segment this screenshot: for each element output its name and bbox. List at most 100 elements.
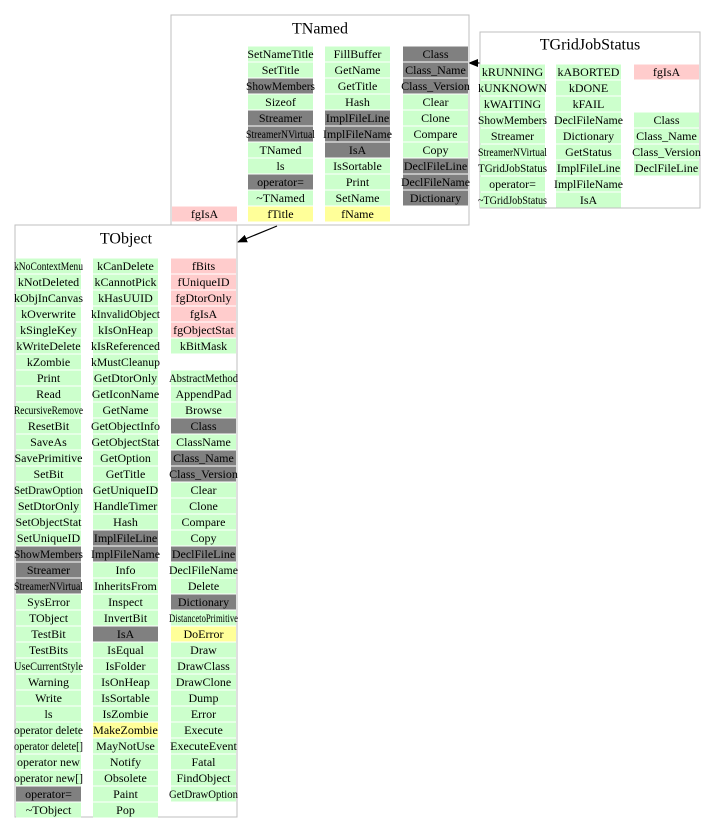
member-label: IsSortable [101, 691, 150, 705]
member-label: Class_Name [173, 451, 234, 465]
member-cell [93, 466, 158, 482]
member-label: SetNameTitle [247, 47, 313, 61]
member-cell [403, 142, 468, 158]
member-label: ShowMembers [478, 113, 547, 127]
class-title: TGridJobStatus [540, 37, 640, 54]
member-cell [93, 370, 158, 386]
class-title: TNamed [292, 21, 348, 38]
member-label: fBits [192, 259, 216, 273]
member-label: Read [36, 387, 61, 401]
member-cell [248, 126, 313, 142]
member-cell [16, 690, 81, 706]
member-label: GetTitle [338, 79, 378, 93]
member-label: Dump [189, 691, 219, 705]
member-label: StreamerNVirtual [246, 127, 316, 141]
member-cell [171, 498, 236, 514]
member-label: Clear [423, 95, 449, 109]
member-label: IsEqual [107, 643, 144, 657]
member-cell [325, 126, 390, 142]
member-cell [171, 674, 236, 690]
member-label: kZombie [27, 355, 70, 369]
member-cell [171, 402, 236, 418]
member-cell [93, 450, 158, 466]
member-cell [16, 770, 81, 786]
member-cell [16, 562, 81, 578]
member-cell [93, 690, 158, 706]
member-label: ImplFileLine [557, 161, 620, 175]
member-label: Sizeof [265, 95, 296, 109]
member-cell [93, 386, 158, 402]
member-label: Class [653, 113, 679, 127]
member-label: IsA [580, 193, 598, 207]
member-cell [16, 546, 81, 562]
member-cell [556, 160, 621, 176]
member-cell [16, 354, 81, 370]
member-label: TGridJobStatus [478, 161, 547, 175]
member-cell [16, 578, 81, 594]
member-cell [556, 80, 621, 96]
member-label: GetName [335, 63, 381, 77]
member-label: DeclFileName [401, 175, 470, 189]
member-label: SetDrawOption [14, 483, 83, 497]
member-label: kMustCleanup [91, 355, 160, 369]
member-cell [403, 78, 468, 94]
member-cell [171, 530, 236, 546]
member-cell [171, 306, 236, 322]
member-label: DrawClass [177, 659, 230, 673]
member-label: TestBits [29, 643, 68, 657]
member-label: Clear [191, 483, 217, 497]
member-label: Hash [113, 515, 138, 529]
member-cell [93, 562, 158, 578]
member-cell [93, 754, 158, 770]
member-cell [248, 206, 313, 222]
member-label: GetDrawOption [169, 787, 238, 801]
member-label: DrawClone [176, 675, 231, 689]
member-cell [248, 78, 313, 94]
member-label: kDONE [569, 81, 608, 95]
member-cell [325, 78, 390, 94]
member-cell [403, 190, 468, 206]
member-label: fTitle [267, 207, 293, 221]
member-cell [248, 174, 313, 190]
member-cell [93, 322, 158, 338]
member-cell [403, 62, 468, 78]
member-cell [93, 770, 158, 786]
member-label: SaveAs [30, 435, 67, 449]
member-cell [171, 338, 236, 354]
member-label: Compare [414, 127, 458, 141]
member-cell [93, 418, 158, 434]
member-cell [93, 530, 158, 546]
member-label: MayNotUse [96, 739, 155, 753]
member-label: Dictionary [178, 595, 229, 609]
member-label: Write [35, 691, 62, 705]
member-label: AbstractMethod [169, 371, 238, 385]
member-cell [16, 786, 81, 802]
member-label: operator= [257, 175, 304, 189]
member-label: Class_Name [405, 63, 466, 77]
member-label: SetDtorOnly [18, 499, 79, 513]
member-cell [248, 46, 313, 62]
member-label: fUniqueID [178, 275, 230, 289]
member-cell [93, 738, 158, 754]
member-cell [16, 738, 81, 754]
member-label: ImplFileName [554, 177, 623, 191]
member-cell [16, 466, 81, 482]
member-cell [93, 306, 158, 322]
member-label: operator delete [14, 723, 83, 737]
member-cell [93, 482, 158, 498]
member-cell [403, 94, 468, 110]
member-cell [403, 174, 468, 190]
member-label: GetTitle [106, 467, 146, 481]
member-label: operator new[] [14, 771, 83, 785]
member-label: Copy [422, 143, 448, 157]
member-cell [93, 578, 158, 594]
member-cell [480, 160, 545, 176]
member-label: MakeZombie [93, 723, 158, 737]
member-cell [248, 190, 313, 206]
member-label: kFAIL [573, 97, 605, 111]
member-label: fgDtorOnly [176, 291, 232, 305]
member-label: Error [191, 707, 216, 721]
member-cell [171, 722, 236, 738]
member-cell [16, 802, 81, 818]
